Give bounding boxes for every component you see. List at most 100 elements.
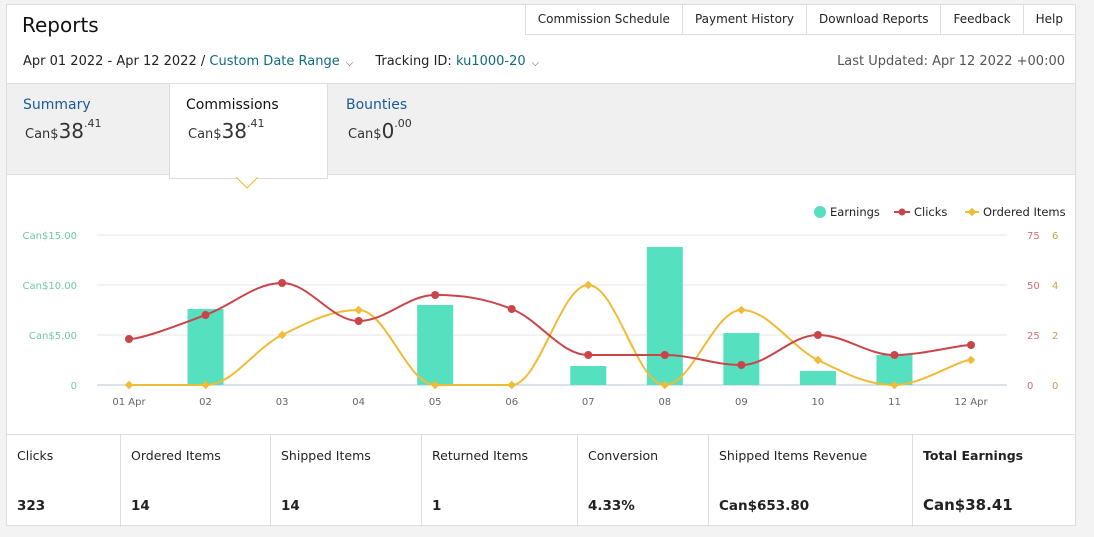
stat-label: Clicks	[17, 448, 54, 463]
stat-shipped-revenue: Shipped Items Revenue Can$653.80	[709, 435, 913, 527]
tab-label: Commissions	[186, 97, 279, 113]
tab-bounties[interactable]: Bounties Can$0.00	[330, 84, 490, 176]
tab-label: Bounties	[346, 97, 408, 113]
x-tick-label: 09	[735, 397, 748, 408]
ordered-items-point	[813, 355, 823, 365]
stat-total-earnings: Total Earnings Can$38.41	[913, 435, 1075, 527]
commission-schedule-button[interactable]: Commission Schedule	[524, 4, 683, 35]
x-tick-label: 01 Apr	[112, 397, 146, 408]
earnings-bar	[799, 371, 836, 385]
earnings-bar	[187, 309, 224, 385]
y-left-tick: 0	[71, 381, 77, 392]
ordered-items-point	[277, 330, 287, 340]
x-tick-label: 05	[429, 397, 442, 408]
y-right-clicks-tick: 50	[1027, 281, 1040, 292]
y-right-clicks-tick: 25	[1027, 331, 1040, 342]
tab-amount: Can$38.41	[188, 117, 265, 143]
legend-earnings-swatch	[814, 206, 826, 218]
stats-row: Clicks 323 Ordered Items 14 Shipped Item…	[7, 434, 1075, 527]
stat-clicks: Clicks 323	[7, 435, 121, 527]
stat-returned-items: Returned Items 1	[422, 435, 578, 527]
earnings-chart: 0 Can$5.00 Can$10.00 Can$15.00 0 25 50 75 02 4 6 01…	[23, 205, 1066, 408]
stat-value: 4.33%	[588, 498, 635, 514]
stat-label: Total Earnings	[923, 448, 1024, 463]
stat-value: Can$38.41	[923, 496, 1013, 514]
y-right-items-tick: 2	[1052, 331, 1058, 342]
x-tick-label: 02	[199, 397, 212, 408]
stat-label: Returned Items	[432, 448, 529, 463]
clicks-point	[584, 351, 593, 359]
legend-clicks-swatch	[898, 208, 906, 216]
clicks-point	[125, 335, 133, 343]
y-right-items-tick: 6	[1052, 231, 1058, 242]
ordered-items-point	[966, 355, 976, 365]
ordered-items-point	[430, 380, 440, 390]
clicks-point	[813, 331, 822, 339]
ordered-items-point	[584, 280, 593, 290]
tracking-label: Tracking ID:	[375, 54, 452, 69]
page-title: Reports	[22, 13, 99, 37]
tracking-id-dropdown[interactable]: ku1000-20 ⌵	[456, 54, 539, 69]
y-left-tick: Can$10.00	[23, 281, 77, 292]
clicks-point	[431, 291, 440, 299]
earnings-bar	[876, 355, 913, 385]
earnings-bar	[570, 366, 607, 385]
x-tick-label: 12 Apr	[954, 397, 988, 408]
clicks-point	[737, 361, 746, 369]
clicks-line	[128, 281, 972, 367]
x-tick-label: 11	[888, 397, 901, 408]
payment-history-button[interactable]: Payment History	[682, 4, 807, 35]
legend-clicks-label: Clicks	[914, 205, 947, 219]
stat-ordered-items: Ordered Items 14	[121, 435, 271, 527]
earnings-bar	[417, 305, 454, 385]
y-left-tick: Can$5.00	[29, 331, 77, 342]
tab-label: Summary	[23, 97, 91, 113]
active-tab-pointer	[236, 177, 258, 189]
clicks-point	[967, 341, 975, 349]
ordered-items-point	[354, 305, 363, 315]
clicks-point	[890, 351, 899, 359]
y-right-items-tick: 0	[1052, 381, 1058, 392]
clicks-point	[278, 279, 287, 287]
top-nav: Commission Schedule Payment History Down…	[524, 4, 1076, 35]
stat-value: 14	[281, 498, 300, 514]
stat-label: Conversion	[588, 448, 659, 463]
y-right-clicks-tick: 75	[1027, 231, 1040, 242]
x-tick-label: 07	[582, 397, 595, 408]
x-tick-label: 06	[505, 397, 518, 408]
last-updated: Last Updated: Apr 12 2022 +00:00	[837, 54, 1065, 69]
feedback-button[interactable]: Feedback	[941, 4, 1024, 35]
filter-bar: Apr 01 2022 - Apr 12 2022 / Custom Date …	[23, 54, 539, 69]
legend-earnings-label: Earnings	[830, 205, 880, 219]
stat-label: Shipped Items	[281, 448, 371, 463]
stat-shipped-items: Shipped Items 14	[271, 435, 422, 527]
date-range-dropdown[interactable]: Custom Date Range ⌵	[209, 54, 353, 69]
stat-value: 323	[17, 498, 46, 514]
tab-amount: Can$0.00	[348, 117, 412, 143]
date-range-type: Custom Date Range	[209, 54, 340, 69]
earnings-bar	[646, 247, 683, 385]
earnings-bar	[723, 333, 760, 385]
clicks-point	[507, 305, 516, 313]
tab-amount: Can$38.41	[25, 117, 102, 143]
stat-value: 14	[131, 498, 150, 514]
x-tick-label: 03	[276, 397, 289, 408]
stat-value: Can$653.80	[719, 498, 810, 514]
legend-ordered-swatch	[967, 207, 977, 217]
ordered-items-point	[124, 380, 134, 390]
stat-value: 1	[432, 498, 442, 514]
legend-ordered-label: Ordered Items	[983, 205, 1066, 219]
stat-conversion: Conversion 4.33%	[578, 435, 709, 527]
help-button[interactable]: Help	[1023, 4, 1076, 35]
ordered-items-point	[507, 380, 516, 390]
tab-band: Summary Can$38.41 Commissions Can$38.41 …	[7, 83, 1075, 179]
tab-commissions[interactable]: Commissions Can$38.41	[169, 84, 328, 179]
tab-summary[interactable]: Summary Can$38.41	[7, 84, 169, 176]
clicks-point	[660, 351, 669, 359]
tracking-id-value: ku1000-20	[455, 54, 526, 69]
download-reports-button[interactable]: Download Reports	[806, 4, 942, 35]
y-right-items-tick: 4	[1052, 281, 1058, 292]
ordered-items-point	[890, 380, 899, 390]
ordered-items-point	[660, 380, 670, 390]
y-left-tick: Can$15.00	[23, 231, 77, 242]
